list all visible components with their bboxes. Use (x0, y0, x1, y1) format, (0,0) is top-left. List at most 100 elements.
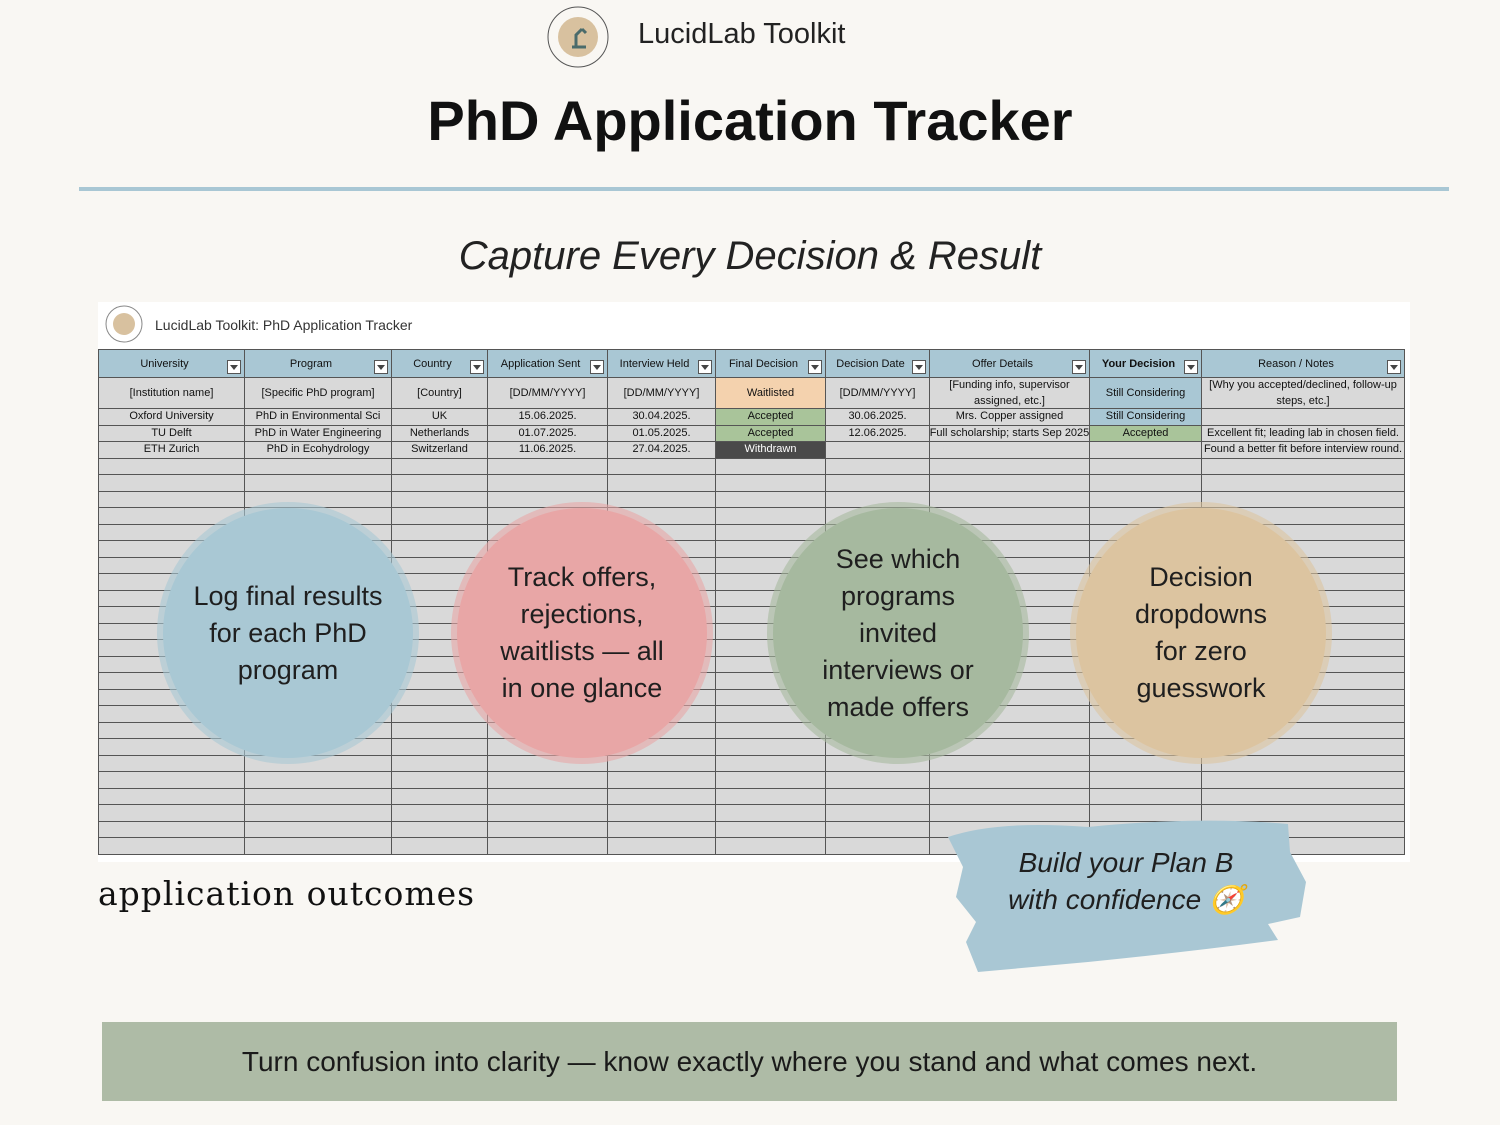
empty-cell (1202, 805, 1405, 822)
filter-button[interactable] (1387, 360, 1401, 374)
table-cell: [Specific PhD program] (245, 378, 392, 409)
column-title: Country (413, 357, 452, 370)
empty-cell (245, 838, 392, 855)
empty-cell (716, 755, 826, 772)
empty-cell (392, 772, 488, 789)
table-cell: Withdrawn (716, 442, 826, 459)
table-cell: [Institution name] (98, 378, 245, 409)
empty-cell (488, 805, 608, 822)
table-cell: TU Delft (98, 425, 245, 442)
column-header: Your Decision (1090, 349, 1202, 378)
empty-cell (98, 788, 245, 805)
empty-cell (826, 772, 930, 789)
empty-cell (608, 458, 716, 475)
table-cell: [DD/MM/YYYY] (826, 378, 930, 409)
empty-cell (930, 805, 1090, 822)
empty-cell (392, 821, 488, 838)
table-cell: 27.04.2025. (608, 442, 716, 459)
empty-cell (930, 491, 1090, 508)
empty-cell (716, 722, 826, 739)
empty-cell (392, 475, 488, 492)
divider (79, 187, 1449, 191)
column-title: University (140, 357, 189, 370)
empty-cell (98, 475, 245, 492)
filter-button[interactable] (698, 360, 712, 374)
table-cell: 01.07.2025. (488, 425, 608, 442)
filter-button[interactable] (1184, 360, 1198, 374)
subtitle: Capture Every Decision & Result (458, 234, 1042, 278)
filter-button[interactable] (1072, 360, 1086, 374)
column-header: Application Sent (488, 349, 608, 378)
callout-line: dropdowns (1134, 599, 1268, 629)
empty-cell (98, 838, 245, 855)
filter-button[interactable] (470, 360, 484, 374)
callout-line: programs (840, 580, 956, 611)
empty-cell (826, 821, 930, 838)
table-cell: 30.04.2025. (608, 409, 716, 426)
empty-cell (1202, 491, 1405, 508)
table-cell: [Funding info, supervisor assigned, etc.… (930, 378, 1090, 409)
table-cell: [DD/MM/YYYY] (608, 378, 716, 409)
table-cell: PhD in Environmental Sci (245, 409, 392, 426)
callout-line: waitlists — all (500, 636, 664, 666)
filter-button[interactable] (590, 360, 604, 374)
empty-cell (488, 821, 608, 838)
table-cell: 01.05.2025. (608, 425, 716, 442)
table-cell: Mrs. Copper assigned (930, 409, 1090, 426)
badge-brush (948, 820, 1306, 972)
empty-cell (826, 755, 930, 772)
table-cell: Excellent fit; leading lab in chosen fie… (1202, 425, 1405, 442)
empty-cell (1090, 788, 1202, 805)
empty-cell (98, 739, 245, 756)
empty-cell (488, 475, 608, 492)
empty-cell (716, 508, 826, 525)
table-cell (930, 442, 1090, 459)
callout-line: invited (858, 617, 938, 648)
callout-line: Track offers, (507, 562, 657, 592)
empty-cell (1090, 475, 1202, 492)
table-cell: 30.06.2025. (826, 409, 930, 426)
column-header: Decision Date (826, 349, 930, 378)
empty-cell (608, 491, 716, 508)
empty-cell (392, 805, 488, 822)
empty-cell (608, 821, 716, 838)
empty-cell (98, 491, 245, 508)
empty-cell (392, 706, 488, 723)
filter-button[interactable] (808, 360, 822, 374)
empty-cell (716, 739, 826, 756)
table-cell: 12.06.2025. (826, 425, 930, 442)
filter-button[interactable] (912, 360, 926, 374)
callout-bubble: Log final results for each PhD program (163, 508, 413, 758)
empty-cell (608, 788, 716, 805)
empty-cell (716, 788, 826, 805)
sheet-title: LucidLab Toolkit: PhD Application Tracke… (155, 317, 413, 333)
empty-cell (392, 458, 488, 475)
column-title: Decision Date (836, 357, 905, 370)
empty-cell (1090, 458, 1202, 475)
empty-cell (392, 755, 488, 772)
filter-button[interactable] (227, 360, 241, 374)
empty-cell (245, 475, 392, 492)
empty-cell (1202, 772, 1405, 789)
callout-bubble: See which programs invited interviews or mad… (773, 508, 1023, 758)
callout-line: Log final results (193, 580, 383, 611)
brand-name: LucidLab Toolkit (638, 18, 846, 50)
empty-cell (930, 508, 1090, 525)
filter-button[interactable] (374, 360, 388, 374)
callout-line: Decision (1149, 562, 1253, 592)
empty-cell (716, 458, 826, 475)
empty-cell (826, 475, 930, 492)
table-cell: Accepted (1090, 425, 1202, 442)
empty-cell (1202, 755, 1405, 772)
empty-cell (1090, 772, 1202, 789)
empty-cell (488, 491, 608, 508)
table-cell: 11.06.2025. (488, 442, 608, 459)
empty-cell (98, 805, 245, 822)
callout-line: for each PhD (209, 617, 367, 648)
table-cell: Still Considering (1090, 378, 1202, 409)
table-cell: Accepted (716, 425, 826, 442)
table-cell (1090, 442, 1202, 459)
column-title: Application Sent (500, 357, 581, 370)
empty-cell (826, 805, 930, 822)
